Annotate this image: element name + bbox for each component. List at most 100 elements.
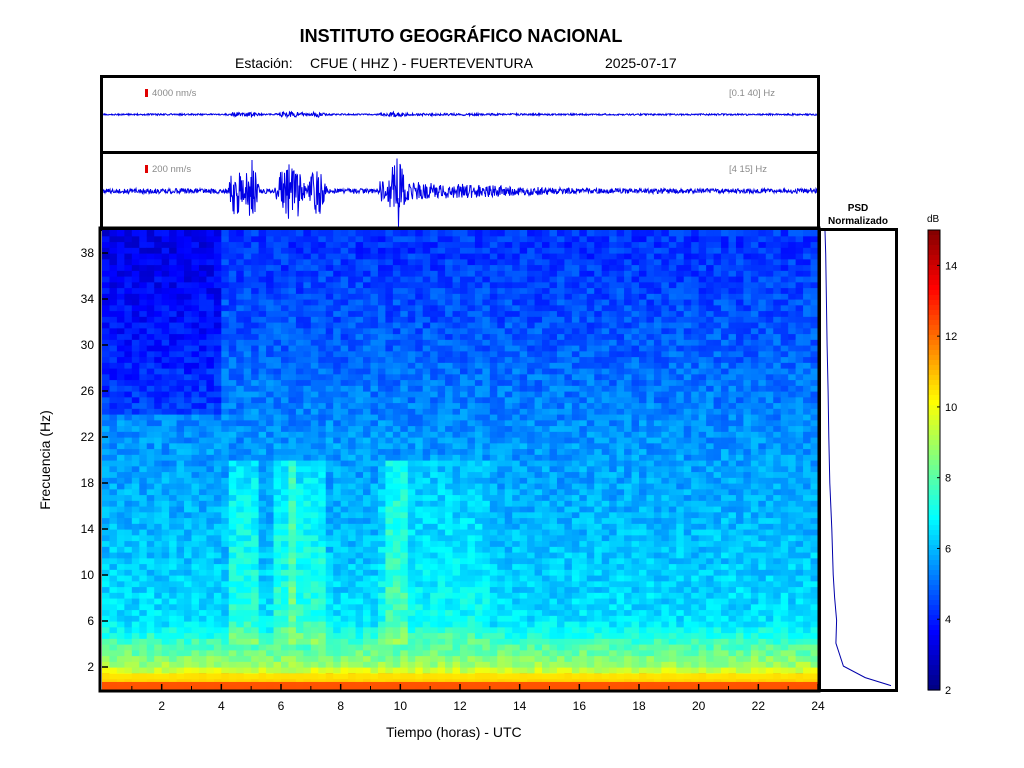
- spectrogram-cell: [534, 534, 543, 542]
- spectrogram-cell: [437, 385, 446, 392]
- spectrogram-cell: [363, 575, 372, 582]
- spectrogram-cell: [489, 368, 498, 375]
- spectrogram-cell: [251, 442, 260, 450]
- spectrogram-cell: [124, 483, 133, 490]
- spectrogram-cell: [288, 632, 297, 639]
- spectrogram-cell: [363, 483, 372, 490]
- spectrogram-cell: [340, 529, 349, 536]
- spectrogram-cell: [131, 552, 140, 559]
- spectrogram-cell: [288, 419, 297, 427]
- spectrogram-cell: [102, 396, 111, 404]
- spectrogram-cell: [198, 540, 208, 547]
- spectrogram-cell: [154, 293, 163, 300]
- spectrogram-cell: [333, 615, 342, 622]
- spectrogram-cell: [355, 396, 364, 404]
- spectrogram-cell: [363, 454, 372, 461]
- spectrogram-cell: [489, 517, 498, 524]
- spectrogram-cell: [288, 644, 297, 651]
- spectrogram-cell: [333, 396, 342, 404]
- spectrogram-cell: [340, 477, 349, 484]
- spectrogram-cell: [221, 258, 230, 266]
- spectrogram-cell: [221, 253, 230, 260]
- spectrogram-cell: [497, 402, 506, 409]
- spectrogram-cell: [116, 414, 125, 421]
- spectrogram-cell: [273, 322, 282, 329]
- spectrogram-cell: [258, 414, 267, 421]
- spectrogram-cell: [102, 632, 111, 639]
- spectrogram-cell: [228, 350, 237, 358]
- spectrogram-cell: [355, 379, 364, 386]
- spectrogram-cell: [437, 598, 446, 605]
- spectrogram-cell: [310, 465, 319, 473]
- spectrogram-cell: [288, 258, 297, 266]
- spectrogram-cell: [116, 230, 125, 237]
- spectrogram-cell: [176, 310, 185, 317]
- spectrogram-cell: [102, 425, 111, 432]
- spectrogram-cell: [504, 488, 513, 496]
- spectrogram-cell: [198, 333, 208, 340]
- spectrogram-cell: [437, 327, 446, 335]
- spectrogram-cell: [303, 276, 312, 283]
- spectrogram-cell: [228, 437, 237, 444]
- spectrogram-cell: [333, 235, 342, 243]
- spectrogram-cell: [556, 534, 566, 542]
- spectrogram-cell: [467, 494, 476, 501]
- spectrogram-cell: [549, 477, 558, 484]
- spectrogram-cell: [161, 465, 170, 473]
- spectrogram-cell: [363, 414, 372, 421]
- spectrogram-cell: [355, 327, 364, 335]
- spectrogram-cell: [437, 230, 446, 237]
- spectrogram-cell: [161, 615, 170, 622]
- spectrogram-cell: [363, 425, 372, 432]
- spectrogram-cell: [191, 626, 200, 634]
- spectrogram-cell: [363, 546, 372, 553]
- spectrogram-cell: [236, 276, 245, 283]
- spectrogram-cell: [102, 534, 111, 542]
- spectrogram-cell: [258, 373, 267, 381]
- spectrogram-cell: [102, 356, 111, 363]
- spectrogram-cell: [527, 592, 536, 599]
- spectrogram-cell: [534, 563, 543, 570]
- spectrogram-cell: [198, 454, 208, 461]
- spectrogram-cell: [534, 626, 543, 634]
- spectrogram-cell: [482, 299, 491, 306]
- spectrogram-cell: [243, 644, 252, 651]
- spectrogram-cell: [377, 391, 387, 398]
- trace-filtered: [103, 158, 817, 228]
- spectrogram-cell: [355, 552, 364, 559]
- spectrogram-cell: [452, 373, 461, 381]
- spectrogram-cell: [213, 615, 222, 622]
- spectrogram-cell: [303, 460, 312, 467]
- spectrogram-cell: [266, 299, 275, 306]
- spectrogram-cell: [534, 276, 543, 283]
- spectrogram-cell: [333, 500, 342, 507]
- spectrogram-cell: [460, 661, 469, 668]
- spectrogram-cell: [228, 253, 237, 260]
- spectrogram-cell: [310, 258, 319, 266]
- spectrogram-cell: [556, 322, 566, 329]
- spectrogram-cell: [124, 500, 133, 507]
- spectrogram-cell: [281, 235, 290, 243]
- spectrogram-cell: [206, 310, 215, 317]
- spectrogram-cell: [504, 316, 513, 323]
- spectrogram-cell: [519, 241, 528, 248]
- spectrogram-cell: [370, 333, 379, 340]
- spectrogram-cell: [243, 667, 252, 674]
- spectrogram-cell: [460, 488, 469, 496]
- spectrogram-cell: [527, 644, 536, 651]
- spectrogram-cell: [445, 534, 454, 542]
- spectrogram-cell: [131, 621, 140, 628]
- spectrogram-cell: [460, 649, 469, 657]
- spectrogram-cell: [281, 534, 290, 542]
- spectrogram-cell: [370, 431, 379, 438]
- spectrogram-cell: [169, 264, 178, 271]
- spectrogram-cell: [482, 396, 491, 404]
- spectrogram-cell: [184, 333, 193, 340]
- spectrogram-cell: [310, 247, 319, 254]
- spectrogram-cell: [154, 534, 163, 542]
- spectrogram-cell: [415, 322, 424, 329]
- spectrogram-cell: [243, 552, 252, 559]
- spectrogram-cell: [266, 281, 275, 289]
- spectrogram-cell: [527, 431, 536, 438]
- spectrogram-cell: [549, 402, 558, 409]
